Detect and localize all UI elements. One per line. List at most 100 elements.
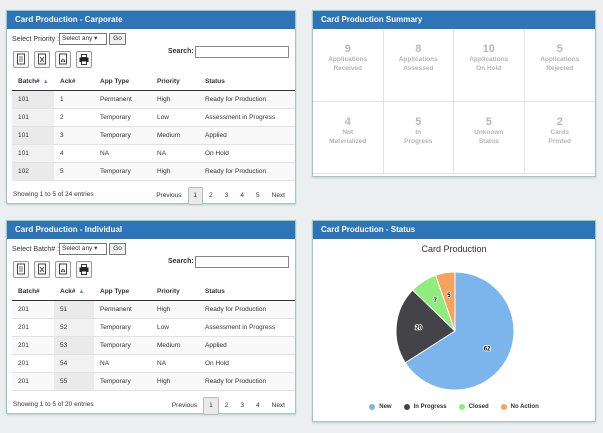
pager-page-4[interactable]: 4 [256,402,260,409]
chart-title: Card Production [421,244,487,254]
excel-button[interactable] [34,51,50,68]
legend-label: Closed [468,404,489,410]
print-button[interactable] [76,51,92,68]
pager-previous[interactable]: Previous [156,192,182,199]
table-row[interactable]: 201 55 Temporary High Ready for Production [12,372,295,391]
corporate-panel: Card Production - Carporate Select Prior… [6,10,296,205]
stat-applications-assessed[interactable]: 8 Applications Assessed [383,29,454,102]
pdf-button[interactable] [55,261,71,278]
table-row[interactable]: 101 2 Temporary Low Assessment in Progress [12,108,295,127]
pager-previous[interactable]: Previous [171,402,198,409]
column-header-ack[interactable]: Ack# ▲ [54,283,94,301]
go-button[interactable]: Go [109,33,126,45]
table-row[interactable]: 101 4 NA NA On Hold [12,144,295,163]
print-icon [79,264,89,275]
cell-batch: 201 [12,318,54,337]
cell-app-type: Permanent [94,300,151,319]
pie-slice-no-action[interactable] [435,271,456,332]
pagination: Previous 1 2 3 4 Next [166,397,291,415]
cell-ack: 53 [54,336,94,355]
status-panel: Card Production - Status Card Production… [312,220,596,422]
cell-app-type: NA [94,354,151,373]
column-header-batch[interactable]: Batch# [12,283,54,301]
pager-page-1[interactable]: 1 [187,187,204,205]
cell-status: On Hold [199,354,295,373]
table-row[interactable]: 201 54 NA NA On Hold [12,354,295,373]
cell-status: Assessment in Progress [199,318,295,337]
pager-page-2[interactable]: 2 [224,402,229,409]
cell-ack: 52 [54,318,94,337]
cell-app-type: NA [94,144,151,163]
copy-button[interactable] [13,261,29,278]
pie-slice-new[interactable] [404,271,515,391]
column-header-status[interactable]: Status [199,283,295,301]
pager-page-5[interactable]: 5 [256,192,260,199]
column-header-app-type[interactable]: App Type [94,283,151,301]
pager-page-2[interactable]: 2 [209,192,213,199]
legend-item-in-progress[interactable]: In Progress [403,404,447,410]
search-input[interactable] [195,256,289,268]
stat-unknown-status[interactable]: 5 Unknown Status [454,101,525,174]
pdf-button[interactable] [55,51,71,68]
cell-batch: 101 [12,144,54,163]
search-label: Search: [168,48,194,55]
table-row[interactable]: 201 51 Permanent High Ready for Production [12,300,295,319]
pager-page-4[interactable]: 4 [240,192,244,199]
cell-status: Ready for Production [199,372,295,391]
legend-item-new[interactable]: New [369,404,392,410]
cell-batch: 101 [12,90,54,109]
stat-applications-rejected[interactable]: 5 Applications Rejected [524,29,595,102]
pager-next[interactable]: Next [271,402,285,409]
copy-button[interactable] [13,51,29,68]
pie-data-label: 20 [415,325,422,331]
column-header-priority[interactable]: Priority [151,283,199,301]
cell-ack: 4 [54,144,94,163]
pager-page-3[interactable]: 3 [224,192,229,199]
pager-page-3[interactable]: 3 [240,402,244,409]
stat-in-progress[interactable]: 5 In Progress [383,101,454,174]
cell-priority: High [151,90,199,109]
cell-batch: 201 [12,336,54,355]
legend-item-no-action[interactable]: No Action [500,404,539,410]
column-header-batch[interactable]: Batch# ▲ [12,73,54,91]
table-row[interactable]: 102 5 Temporary High Ready for Production [12,162,295,181]
search-input[interactable] [195,46,289,58]
excel-button[interactable] [34,261,50,278]
pie-slice-in-progress[interactable] [395,289,456,364]
table-row[interactable]: 101 1 Permanent High Ready for Production [12,90,295,109]
column-header-app-type[interactable]: App Type [94,73,151,91]
table-row[interactable]: 201 53 Temporary Medium Applied [12,336,295,355]
stat-not-materialized[interactable]: 4 Not Materialized [313,101,384,174]
priority-select[interactable]: Select any ▾ [59,33,107,45]
stat-applications-on-hold[interactable]: 10 Applications On Hold [454,29,525,102]
legend-marker [369,404,376,410]
select-label: Select Priority : [12,36,60,43]
table-row[interactable]: 201 52 Temporary Low Assessment in Progress [12,318,295,337]
cell-priority: Medium [151,126,199,145]
batch-select[interactable]: Select any ▾ [59,243,107,255]
pager-page-1[interactable]: 1 [203,397,219,415]
panel-title: Card Production - Carporate [7,11,295,29]
stat-applications-received[interactable]: 9 Applications Received [313,29,384,102]
cell-ack: 54 [54,354,94,373]
legend-item-closed[interactable]: Closed [458,404,489,410]
pdf-icon [59,53,67,65]
pager-next[interactable]: Next [271,192,285,199]
pie-data-label: 5 [447,293,451,299]
individual-table: Batch# Ack# ▲ App Type Priority Status 20… [12,283,295,391]
chart-legend: New In Progress Closed No Action [313,404,595,410]
print-button[interactable] [76,261,92,278]
table-row[interactable]: 101 3 Temporary Medium Applied [12,126,295,145]
cell-batch: 201 [12,300,54,319]
pdf-icon [59,263,67,275]
column-header-priority[interactable]: Priority [151,73,199,91]
column-header-status[interactable]: Status [199,73,295,91]
stat-cards-printed[interactable]: 2 Cards Printed [524,102,595,174]
legend-label: In Progress [413,404,447,410]
legend-label: New [379,404,392,410]
go-button[interactable]: Go [109,243,126,255]
sort-asc-icon: ▲ [78,288,85,295]
select-label: Select Batch# : [12,246,60,253]
cell-app-type: Temporary [94,126,151,145]
column-header-ack[interactable]: Ack# [54,73,94,91]
